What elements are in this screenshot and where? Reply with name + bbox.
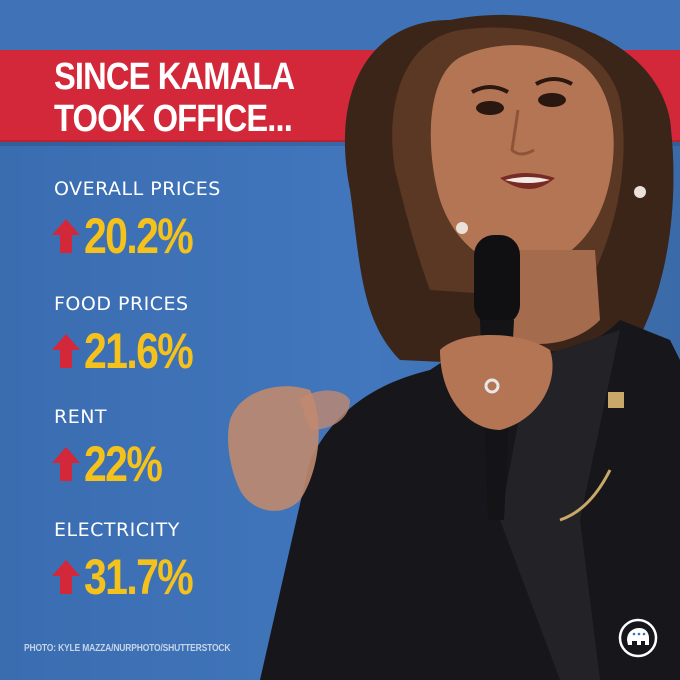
stat-label-rent: RENT (54, 406, 108, 428)
stat-row-rent: 22% (50, 434, 178, 494)
up-arrow-icon (52, 560, 80, 594)
stat-label-food-prices: FOOD PRICES (54, 293, 189, 315)
stat-label-electricity: ELECTRICITY (54, 519, 180, 541)
stat-value-food-prices: 21.6% (84, 323, 194, 379)
speaker-photo (228, 14, 680, 680)
banner-shadow (0, 140, 680, 146)
stat-value-electricity: 31.7% (84, 549, 194, 605)
stat-value-rent: 22% (84, 436, 163, 492)
up-arrow-icon (52, 219, 80, 253)
headline-line-2: TOOK OFFICE... (54, 98, 293, 140)
headline-line-1: SINCE KAMALA (54, 56, 295, 98)
up-arrow-icon (52, 334, 80, 368)
stat-value-overall-prices: 20.2% (84, 208, 194, 264)
photo-credit: PHOTO: KYLE MAZZA/NURPHOTO/SHUTTERSTOCK (24, 643, 231, 654)
elephant-logo-icon (618, 618, 658, 658)
stat-row-overall-prices: 20.2% (50, 206, 216, 266)
up-arrow-icon (52, 447, 80, 481)
stat-row-electricity: 31.7% (50, 547, 216, 607)
headline: SINCE KAMALA TOOK OFFICE... (54, 56, 364, 140)
stat-label-overall-prices: OVERALL PRICES (54, 178, 221, 200)
stat-row-food-prices: 21.6% (50, 321, 216, 381)
